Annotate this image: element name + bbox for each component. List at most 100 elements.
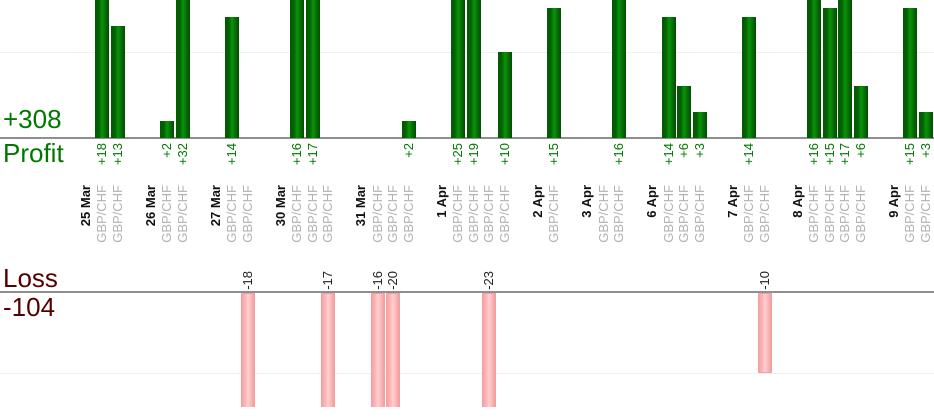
profit-value-label: +15 <box>546 143 561 166</box>
symbol-label: GBP/CHF <box>692 185 707 243</box>
symbol-label: GBP/CHF <box>289 185 304 243</box>
profit-bar[interactable] <box>95 0 109 138</box>
profit-bar[interactable] <box>176 0 190 138</box>
loss-value-label: -16 <box>370 271 385 290</box>
loss-bar[interactable] <box>321 293 335 407</box>
profit-plot-area <box>0 0 934 138</box>
symbol-label: GBP/CHF <box>110 185 125 243</box>
date-label: 26 Mar <box>143 185 158 227</box>
symbol-label: GBP/CHF <box>596 185 611 243</box>
symbol-label: GBP/CHF <box>175 185 190 243</box>
symbol-label: GBP/CHF <box>676 185 691 243</box>
symbol-label: GBP/CHF <box>466 185 481 243</box>
profit-value-label: +6 <box>853 143 868 158</box>
profit-value-label: +10 <box>497 143 512 166</box>
profit-bar[interactable] <box>290 0 304 138</box>
profit-bar[interactable] <box>451 0 465 138</box>
profit-bar[interactable] <box>823 8 837 138</box>
loss-axis-line <box>0 291 934 293</box>
date-label: 3 Apr <box>579 185 594 218</box>
loss-plot-area <box>0 293 934 407</box>
profit-value-label: +3 <box>918 143 933 158</box>
profit-value-label: +15 <box>902 143 917 166</box>
loss-bar[interactable] <box>482 293 496 407</box>
symbol-label: GBP/CHF <box>159 185 174 243</box>
loss-bar[interactable] <box>758 293 772 373</box>
profit-axis-line <box>0 137 934 139</box>
profit-bar[interactable] <box>807 0 821 138</box>
profit-bar[interactable] <box>160 120 174 138</box>
symbol-label: GBP/CHF <box>757 185 772 243</box>
profit-value-label: +17 <box>305 143 320 166</box>
date-label: 2 Apr <box>530 185 545 218</box>
profit-value-label: +14 <box>661 143 676 166</box>
symbol-label: GBP/CHF <box>385 185 400 243</box>
symbol-label: GBP/CHF <box>837 185 852 243</box>
symbol-label: GBP/CHF <box>546 185 561 243</box>
date-label: 8 Apr <box>790 185 805 218</box>
symbol-label: GBP/CHF <box>806 185 821 243</box>
profit-value-label: +18 <box>94 143 109 166</box>
symbol-label: GBP/CHF <box>918 185 933 243</box>
profit-bar[interactable] <box>498 51 512 138</box>
symbol-label: GBP/CHF <box>94 185 109 243</box>
symbol-label: GBP/CHF <box>450 185 465 243</box>
profit-bar[interactable] <box>225 16 239 138</box>
profit-value-label: +6 <box>676 143 691 158</box>
date-label: 31 Mar <box>353 185 368 227</box>
profit-value-label: +25 <box>450 143 465 166</box>
profit-value-label: +16 <box>806 143 821 166</box>
profit-bar[interactable] <box>919 112 933 138</box>
loss-value-label: -20 <box>385 271 400 290</box>
profit-value-label: +19 <box>466 143 481 166</box>
symbol-label: GBP/CHF <box>741 185 756 243</box>
profit-bar[interactable] <box>547 8 561 138</box>
profit-value-label: +2 <box>401 143 416 158</box>
profit-bar[interactable] <box>903 8 917 138</box>
profit-value-label: +32 <box>175 143 190 166</box>
profit-value-label: +3 <box>692 143 707 158</box>
symbol-label: GBP/CHF <box>853 185 868 243</box>
profit-bar[interactable] <box>402 120 416 138</box>
profit-axis-title: Profit <box>3 138 64 168</box>
profit-bar[interactable] <box>677 86 691 138</box>
profit-value-label: +14 <box>224 143 239 166</box>
profit-value-label: +16 <box>289 143 304 166</box>
loss-value-label: -10 <box>757 271 772 290</box>
profit-value-label: +13 <box>110 143 125 166</box>
loss-bar[interactable] <box>241 293 255 407</box>
profit-bar[interactable] <box>838 0 852 138</box>
symbol-label: GBP/CHF <box>401 185 416 243</box>
loss-axis-title: Loss <box>3 263 58 293</box>
loss-total-value: -104 <box>3 292 56 322</box>
symbol-label: GBP/CHF <box>481 185 496 243</box>
profit-bar[interactable] <box>612 0 626 138</box>
loss-bar[interactable] <box>371 293 385 407</box>
symbol-label: GBP/CHF <box>661 185 676 243</box>
profit-value-label: +16 <box>611 143 626 166</box>
loss-value-label: -23 <box>481 271 496 290</box>
loss-bar[interactable] <box>386 293 400 407</box>
symbol-label: GBP/CHF <box>611 185 626 243</box>
date-label: 9 Apr <box>886 185 901 218</box>
symbol-label: GBP/CHF <box>902 185 917 243</box>
date-label: 1 Apr <box>434 185 449 218</box>
profit-value-label: +17 <box>837 143 852 166</box>
symbol-label: GBP/CHF <box>305 185 320 243</box>
profit-bar[interactable] <box>111 25 125 138</box>
profit-value-label: +14 <box>741 143 756 166</box>
symbol-label: GBP/CHF <box>240 185 255 243</box>
profit-bar[interactable] <box>693 112 707 138</box>
loss-value-label: -17 <box>320 271 335 290</box>
profit-bar[interactable] <box>854 86 868 138</box>
profit-value-label: +15 <box>822 143 837 166</box>
profit-bar[interactable] <box>306 0 320 138</box>
symbol-label: GBP/CHF <box>320 185 335 243</box>
date-label: 7 Apr <box>725 185 740 218</box>
profit-bar[interactable] <box>662 16 676 138</box>
profit-bar[interactable] <box>467 0 481 138</box>
profit-total-value: +308 <box>3 104 62 134</box>
profit-bar[interactable] <box>742 16 756 138</box>
date-label: 6 Apr <box>644 185 659 218</box>
